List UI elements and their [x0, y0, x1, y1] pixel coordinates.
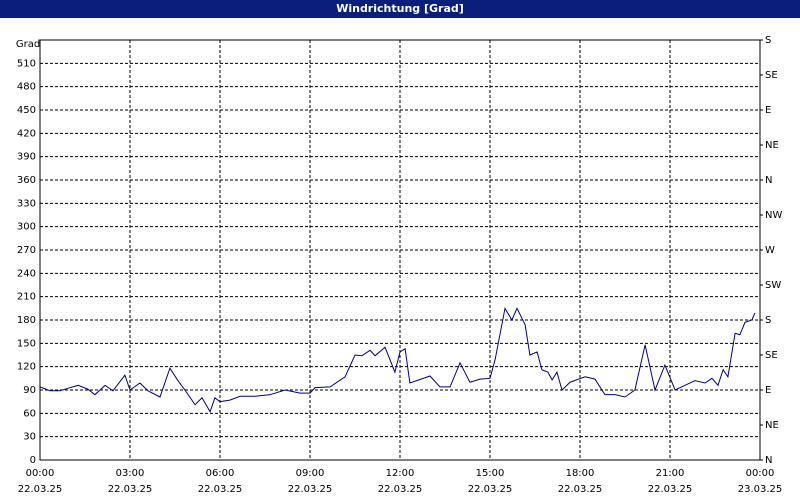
x-tick-label: 21:00: [656, 468, 685, 479]
y2-tick-label: N: [765, 455, 772, 466]
y2-tick-label: SE: [765, 350, 778, 361]
y-tick-label: 270: [17, 245, 36, 256]
y2-tick-label: SE: [765, 70, 778, 81]
x-tick-label: 00:00: [746, 468, 775, 479]
x-tick-label: 09:00: [296, 468, 325, 479]
y-tick-label: 510: [17, 58, 36, 69]
x-tick-date: 22.03.25: [288, 484, 333, 495]
y-tick-label: 60: [23, 408, 36, 419]
x-tick-date: 22.03.25: [18, 484, 63, 495]
y-axis-label: Grad: [16, 39, 40, 50]
y-tick-label: 210: [17, 292, 36, 303]
y2-tick-label: E: [765, 105, 771, 116]
x-tick-label: 18:00: [566, 468, 595, 479]
y2-tick-label: W: [765, 245, 775, 256]
y2-tick-label: N: [765, 175, 772, 186]
title-bar: [0, 0, 800, 18]
y2-tick-label: S: [765, 315, 771, 326]
x-tick-date: 23.03.25: [738, 484, 783, 495]
x-tick-label: 12:00: [386, 468, 415, 479]
x-tick-date: 22.03.25: [198, 484, 243, 495]
y-tick-label: 450: [17, 105, 36, 116]
y-tick-label: 360: [17, 175, 36, 186]
x-tick-label: 03:00: [116, 468, 145, 479]
y2-tick-label: S: [765, 35, 771, 46]
x-tick-date: 22.03.25: [558, 484, 603, 495]
y-tick-label: 330: [17, 198, 36, 209]
y-tick-label: 300: [17, 222, 36, 233]
x-tick-date: 22.03.25: [378, 484, 423, 495]
y-tick-label: 30: [23, 432, 36, 443]
y2-tick-label: SW: [765, 280, 781, 291]
y2-tick-label: E: [765, 385, 771, 396]
y2-tick-label: NE: [765, 140, 779, 151]
y-tick-label: 0: [30, 455, 36, 466]
y-tick-label: 480: [17, 82, 36, 93]
y-tick-label: 420: [17, 128, 36, 139]
x-tick-date: 22.03.25: [108, 484, 153, 495]
x-tick-date: 22.03.25: [648, 484, 693, 495]
y-tick-label: 390: [17, 152, 36, 163]
y2-tick-label: NE: [765, 420, 779, 431]
x-tick-date: 22.03.25: [468, 484, 513, 495]
y-tick-label: 150: [17, 338, 36, 349]
y-tick-label: 240: [17, 268, 36, 279]
y2-tick-label: NW: [765, 210, 782, 221]
plot-border: [39, 39, 761, 461]
y-tick-label: 90: [23, 385, 36, 396]
y-tick-label: 120: [17, 362, 36, 373]
x-tick-label: 06:00: [206, 468, 235, 479]
data-line: [39, 306, 756, 413]
x-tick-label: 00:00: [26, 468, 55, 479]
y-tick-label: 180: [17, 315, 36, 326]
chart-title: Windrichtung [Grad]: [336, 2, 464, 15]
x-tick-label: 15:00: [476, 468, 505, 479]
